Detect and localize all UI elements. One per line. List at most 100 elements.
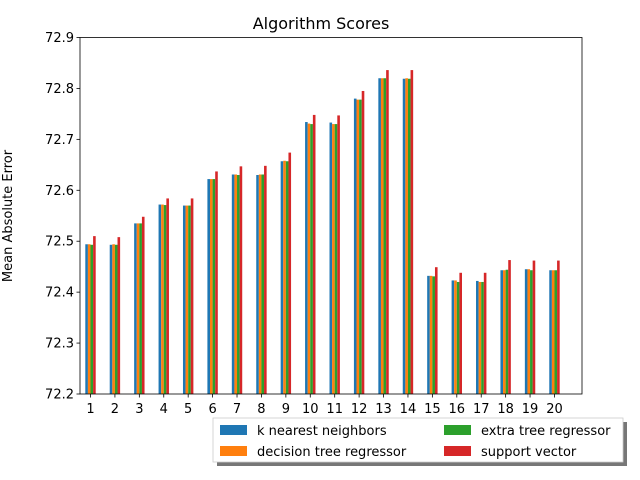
x-tick-label: 8 [257,402,265,417]
x-tick-label: 17 [473,402,490,417]
bar-series-1-cat-16 [451,280,455,394]
x-tick-label: 1 [86,402,94,417]
bar-series-1-cat-19 [524,269,528,394]
bar-series-2-cat-2 [112,244,115,394]
x-tick-label: 18 [497,402,514,417]
bar-series-2-cat-8 [258,174,262,394]
bar-series-4-cat-8 [264,165,267,394]
legend-entries: k nearest neighbors decision tree regress… [220,424,611,460]
bar-series-2-cat-7 [234,174,238,394]
y-tick-label: 72.2 [45,388,74,403]
bar-series-1-cat-6 [207,179,210,394]
x-tick-label: 20 [546,402,563,417]
bar-series-2-cat-10 [307,123,311,394]
bar-series-2-cat-19 [527,269,531,394]
bar-series-1-cat-7 [231,174,235,394]
x-tick-label: 10 [302,402,319,417]
y-tick-label: 72.9 [45,31,74,46]
legend-label-4: support vector [481,445,577,460]
x-tick-label: 3 [135,402,143,417]
bar-series-1-cat-12 [353,98,357,395]
bar-series-4-cat-5 [190,198,194,394]
bar-series-4-cat-7 [239,166,243,394]
bar-series-3-cat-17 [481,281,484,394]
bar-series-2-cat-3 [136,223,140,394]
bar-series-3-cat-20 [554,270,558,394]
bar-series-1-cat-8 [256,175,259,394]
bar-series-3-cat-9 [285,161,289,394]
legend-label-3: extra tree regressor [481,424,611,439]
bar-series-2-cat-13 [380,78,384,395]
x-tick-label: 7 [233,402,241,417]
bar-series-2-cat-11 [332,124,335,394]
bar-series-3-cat-6 [212,179,216,394]
bar-series-2-cat-20 [551,270,555,394]
bar-series-1-cat-13 [378,78,381,395]
bar-series-2-cat-18 [503,270,506,394]
bar-series-1-cat-4 [158,204,162,394]
bar-series-4-cat-18 [508,260,511,394]
bar-series-2-cat-4 [161,204,164,394]
bar-series-1-cat-10 [305,122,308,394]
bar-series-4-cat-6 [215,171,218,394]
y-tick-label: 72.8 [45,82,74,97]
bar-series-4-cat-12 [361,90,365,394]
bar-series-1-cat-11 [329,122,333,395]
bar-series-1-cat-1 [85,244,88,394]
bar-series-2-cat-9 [283,160,286,394]
y-tick-label: 72.5 [45,235,74,250]
bar-series-4-cat-20 [557,260,560,394]
x-tick-label: 19 [522,402,539,417]
bar-series-3-cat-13 [383,78,387,395]
x-tick-label: 14 [400,402,417,417]
legend-swatch-1 [220,425,247,435]
bar-series-3-cat-19 [530,270,533,394]
bar-series-4-cat-13 [386,70,389,394]
bar-series-1-cat-15 [427,275,430,394]
bar-series-2-cat-6 [210,179,213,394]
legend: k nearest neighbors decision tree regress… [212,417,627,466]
bar-series-3-cat-3 [139,223,142,394]
bar-series-4-cat-17 [483,272,487,394]
bar-series-4-cat-16 [459,272,462,394]
legend-label-2: decision tree regressor [257,445,407,460]
bar-series-3-cat-8 [261,174,265,394]
bar-series-4-cat-9 [288,152,292,394]
bar-series-4-cat-10 [312,114,316,394]
bars-group [85,70,560,395]
x-tick-label: 12 [351,402,368,417]
chart-title: Algorithm Scores [253,14,390,33]
bar-series-3-cat-5 [188,205,191,394]
bar-series-3-cat-10 [310,124,313,394]
bar-series-3-cat-7 [237,175,240,394]
bar-series-2-cat-15 [429,275,433,394]
bar-series-4-cat-3 [141,216,145,394]
bar-series-1-cat-14 [402,78,406,394]
legend-label-1: k nearest neighbors [257,424,387,439]
x-tick-label: 4 [160,402,168,417]
bar-series-4-cat-1 [93,236,96,394]
x-tick-label: 2 [111,402,119,417]
bar-series-3-cat-18 [505,269,509,394]
bar-series-3-cat-16 [456,281,460,394]
bar-series-1-cat-9 [280,161,284,394]
bar-series-3-cat-4 [163,205,167,394]
x-tick-label: 9 [282,402,290,417]
bar-series-1-cat-20 [549,270,552,394]
legend-swatch-4 [444,446,471,456]
bar-series-1-cat-5 [182,205,186,394]
bar-series-3-cat-2 [114,244,118,394]
y-tick-label: 72.3 [45,337,74,352]
bar-series-1-cat-3 [134,223,137,394]
x-tick-label: 5 [184,402,192,417]
bar-series-4-cat-4 [166,198,169,394]
bar-series-1-cat-18 [500,270,504,394]
y-tick-label: 72.7 [45,133,74,148]
bar-series-4-cat-15 [434,267,438,394]
x-tick-label: 13 [375,402,392,417]
bar-series-1-cat-17 [476,280,479,394]
y-axis: 72.2 72.3 72.4 72.5 72.6 72.7 72.8 72.9 [45,31,80,403]
plot-frame [79,37,583,395]
